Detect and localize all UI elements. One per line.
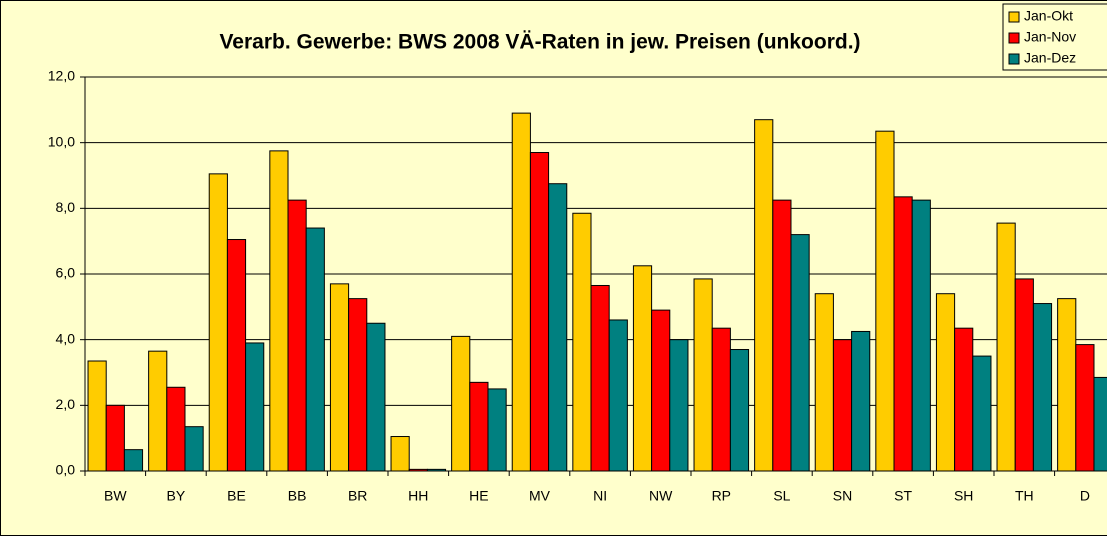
legend-swatch xyxy=(1009,33,1019,43)
bar xyxy=(1015,279,1033,471)
x-tick-label: RP xyxy=(712,488,731,504)
bar xyxy=(124,450,142,471)
bar xyxy=(209,174,227,471)
bar xyxy=(330,284,348,471)
bar xyxy=(270,151,288,471)
x-tick-label: BE xyxy=(227,488,246,504)
bar xyxy=(106,405,124,471)
legend-swatch xyxy=(1009,54,1019,64)
bar xyxy=(791,235,809,471)
bar xyxy=(391,437,409,471)
bar xyxy=(852,331,870,471)
bar xyxy=(955,328,973,471)
bar xyxy=(773,200,791,471)
x-tick-label: NW xyxy=(649,488,673,504)
legend-label: Jan-Nov xyxy=(1024,29,1076,45)
y-tick-label: 12,0 xyxy=(48,68,75,84)
bar xyxy=(973,356,991,471)
x-tick-label: BB xyxy=(288,488,307,504)
y-tick-label: 2,0 xyxy=(56,396,76,412)
bar xyxy=(488,389,506,471)
x-tick-label: HH xyxy=(408,488,428,504)
bar xyxy=(185,427,203,471)
bar xyxy=(452,336,470,471)
x-tick-label: SN xyxy=(833,488,852,504)
bar xyxy=(815,294,833,471)
bar xyxy=(288,200,306,471)
bar xyxy=(652,310,670,471)
bar xyxy=(591,285,609,471)
bar xyxy=(1058,299,1076,471)
x-tick-label: BR xyxy=(348,488,367,504)
bar xyxy=(530,153,548,471)
bar xyxy=(755,120,773,471)
y-tick-label: 10,0 xyxy=(48,133,75,149)
bar xyxy=(246,343,264,471)
x-tick-label: BW xyxy=(104,488,127,504)
x-tick-label: HE xyxy=(469,488,488,504)
bar xyxy=(512,113,530,471)
bar xyxy=(936,294,954,471)
bar xyxy=(167,387,185,471)
x-tick-label: TH xyxy=(1015,488,1034,504)
x-tick-label: NI xyxy=(593,488,607,504)
bar xyxy=(149,351,167,471)
chart-title: Verarb. Gewerbe: BWS 2008 VÄ-Raten in je… xyxy=(219,31,860,54)
x-tick-label: D xyxy=(1080,488,1090,504)
bar xyxy=(367,323,385,471)
legend-label: Jan-Okt xyxy=(1024,8,1073,24)
bar xyxy=(470,382,488,471)
bar xyxy=(1094,377,1107,471)
x-tick-label: ST xyxy=(894,488,912,504)
bar xyxy=(1076,345,1094,471)
legend-swatch xyxy=(1009,12,1019,22)
bar xyxy=(912,200,930,471)
bar xyxy=(227,240,245,471)
bar xyxy=(549,184,567,471)
bar xyxy=(730,350,748,471)
bar xyxy=(997,223,1015,471)
bar xyxy=(712,328,730,471)
x-tick-label: SH xyxy=(954,488,973,504)
y-tick-label: 0,0 xyxy=(56,462,76,478)
y-tick-label: 6,0 xyxy=(56,265,76,281)
bar xyxy=(88,361,106,471)
bar xyxy=(894,197,912,471)
bar xyxy=(694,279,712,471)
bar xyxy=(1033,304,1051,471)
x-tick-label: BY xyxy=(167,488,186,504)
bar xyxy=(609,320,627,471)
x-tick-label: MV xyxy=(529,488,551,504)
bar xyxy=(670,340,688,471)
bar xyxy=(349,299,367,471)
legend: Jan-Okt Jan-Nov Jan-Dez xyxy=(1003,4,1107,70)
legend-label: Jan-Dez xyxy=(1024,50,1076,66)
bar xyxy=(633,266,651,471)
y-tick-label: 4,0 xyxy=(56,330,76,346)
x-tick-label: SL xyxy=(773,488,790,504)
bar xyxy=(833,340,851,471)
bar xyxy=(876,131,894,471)
bar xyxy=(573,213,591,471)
bar xyxy=(306,228,324,471)
y-tick-label: 8,0 xyxy=(56,199,76,215)
